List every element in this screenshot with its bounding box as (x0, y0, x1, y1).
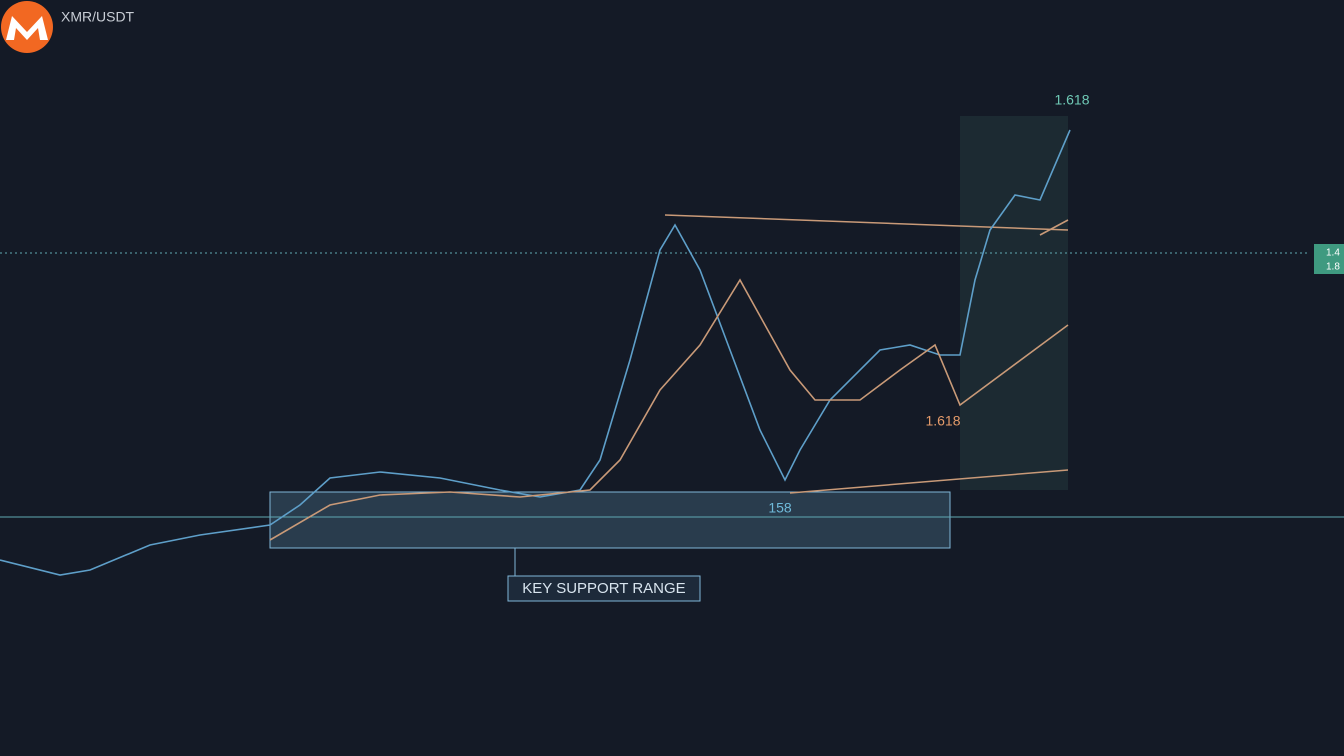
logo (1, 1, 53, 53)
fib-line (789, 469, 1069, 494)
price-badge-text: 1.8 (1326, 262, 1340, 273)
symbol: XMR/USDT (61, 9, 135, 25)
support-zone (269, 491, 951, 549)
price-badge (1314, 244, 1344, 274)
ma-fast (0, 129, 1071, 576)
fib-label: 1.618 (1054, 92, 1089, 108)
support-label: KEY SUPPORT RANGE (522, 580, 685, 597)
fib-line (664, 214, 1069, 231)
ma-slow (269, 278, 1069, 541)
ma-slow (1039, 219, 1069, 236)
fib-label: 1.618 (925, 413, 960, 429)
label-box (507, 575, 701, 602)
logo-mark (6, 16, 48, 40)
fib-label: 158 (768, 500, 792, 516)
price-badge-text: 1.4 (1326, 248, 1340, 259)
